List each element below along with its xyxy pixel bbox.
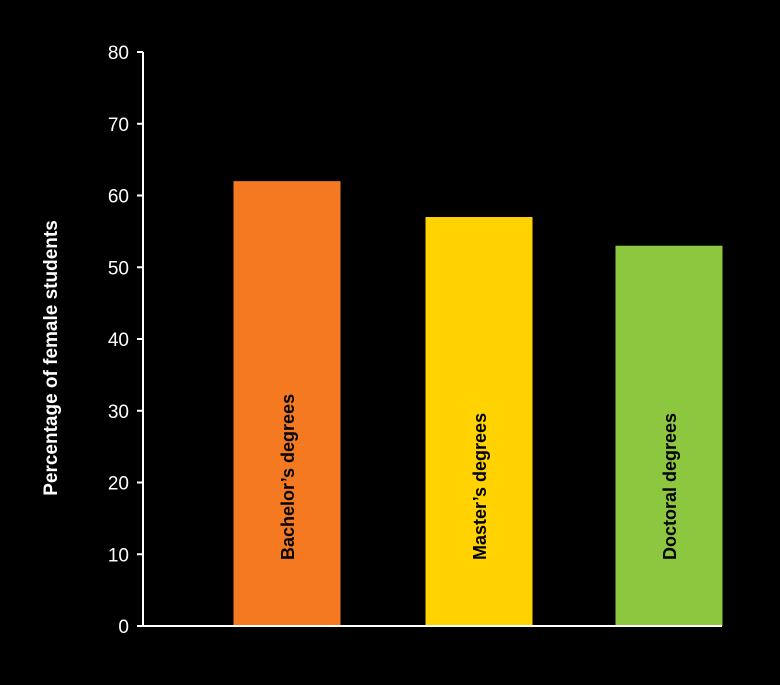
bar-category-label: Bachelor’s degrees <box>278 394 298 560</box>
bar-category-label: Doctoral degrees <box>660 413 680 560</box>
y-tick-label: 30 <box>108 402 129 423</box>
y-tick-label: 80 <box>108 43 129 64</box>
y-tick-label: 70 <box>108 115 129 136</box>
bars: Bachelor’s degrees Master’s degrees Doctor… <box>233 181 723 626</box>
y-tick-label: 0 <box>118 617 129 638</box>
y-tick-label: 20 <box>108 474 129 495</box>
bar-category-label: Master’s degrees <box>470 413 490 560</box>
y-axis-ticks: 0 10 20 30 40 50 60 70 80 <box>108 43 143 638</box>
y-tick-label: 50 <box>108 258 129 279</box>
bar <box>233 181 341 626</box>
y-axis-title: Percentage of female students <box>41 220 62 496</box>
y-tick-label: 10 <box>108 545 129 566</box>
y-tick-label: 60 <box>108 187 129 208</box>
axes <box>142 52 722 627</box>
bar <box>615 245 723 626</box>
y-tick-label: 40 <box>108 330 129 351</box>
bar <box>425 217 533 626</box>
y-axis-title-group: Percentage of female students <box>41 220 62 496</box>
